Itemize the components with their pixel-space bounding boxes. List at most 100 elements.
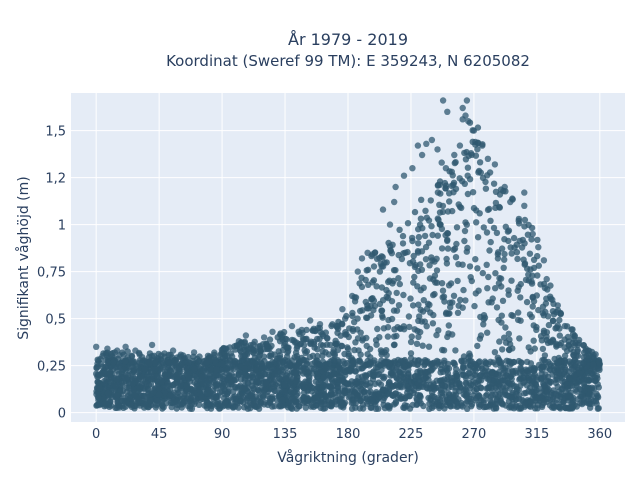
- data-point: [425, 239, 433, 246]
- y-axis-ticks: 0 0,25 0,5 0,75 1 1,2 1,5: [37, 125, 66, 422]
- data-point: [100, 350, 107, 357]
- data-point: [528, 236, 535, 243]
- data-point: [438, 377, 446, 384]
- data-point: [425, 343, 433, 350]
- data-point: [395, 302, 403, 309]
- data-point: [503, 383, 510, 390]
- data-point: [169, 347, 177, 354]
- data-point: [409, 165, 416, 172]
- data-point: [423, 305, 431, 312]
- data-point: [271, 351, 278, 358]
- data-point: [303, 335, 310, 342]
- data-point: [407, 338, 415, 346]
- data-point: [482, 403, 489, 411]
- data-point: [556, 316, 563, 324]
- data-point: [154, 373, 161, 380]
- data-point: [446, 198, 453, 205]
- data-point: [517, 405, 525, 412]
- data-point: [96, 385, 103, 392]
- data-point: [476, 210, 483, 217]
- data-point: [483, 261, 490, 268]
- data-point: [592, 398, 600, 405]
- data-point: [303, 348, 311, 355]
- data-point: [190, 349, 198, 356]
- data-point: [379, 206, 387, 213]
- data-point: [492, 270, 499, 277]
- data-point: [407, 295, 414, 302]
- data-point: [445, 330, 452, 337]
- data-point: [354, 268, 361, 275]
- data-point: [435, 327, 442, 334]
- data-point: [404, 220, 412, 227]
- data-point: [427, 197, 434, 204]
- data-point: [391, 198, 398, 206]
- data-point: [406, 323, 413, 331]
- data-point: [490, 359, 497, 366]
- data-point: [256, 352, 263, 359]
- data-point: [370, 263, 378, 270]
- data-point: [361, 362, 368, 370]
- data-point: [314, 397, 321, 404]
- data-point: [409, 302, 417, 309]
- data-point: [335, 363, 343, 370]
- data-point: [586, 352, 593, 359]
- data-point: [191, 365, 198, 372]
- data-point: [391, 326, 398, 333]
- data-point: [342, 329, 349, 336]
- data-point: [212, 357, 219, 364]
- data-point: [367, 404, 374, 411]
- data-point: [403, 393, 410, 400]
- data-point: [253, 403, 260, 410]
- data-point: [283, 336, 290, 343]
- data-point: [535, 244, 542, 251]
- data-point: [213, 366, 220, 373]
- data-point: [469, 364, 477, 371]
- y-tick-label: 1: [58, 219, 66, 234]
- data-point: [258, 375, 265, 382]
- data-point: [506, 358, 514, 365]
- data-point: [571, 372, 578, 379]
- data-point: [444, 245, 452, 252]
- data-point: [183, 371, 190, 378]
- data-point: [422, 256, 430, 263]
- data-point: [185, 353, 192, 361]
- data-point: [501, 256, 508, 263]
- data-point: [263, 379, 270, 387]
- data-point: [532, 389, 539, 396]
- data-point: [417, 369, 425, 376]
- data-point: [345, 350, 352, 358]
- data-point: [327, 402, 334, 409]
- data-point: [367, 312, 375, 319]
- data-point: [502, 324, 509, 331]
- data-point: [167, 372, 174, 379]
- data-point: [471, 302, 478, 310]
- data-point: [384, 324, 392, 331]
- data-point: [105, 399, 112, 406]
- data-point: [552, 379, 560, 387]
- x-tick-label: 225: [399, 427, 424, 442]
- data-point: [240, 352, 247, 360]
- data-point: [487, 217, 494, 224]
- data-point: [245, 345, 252, 353]
- data-point: [528, 313, 535, 321]
- data-point: [291, 368, 299, 376]
- data-point: [247, 392, 254, 399]
- data-point: [251, 338, 258, 345]
- data-point: [383, 286, 390, 294]
- data-point: [534, 272, 541, 279]
- data-point: [447, 400, 454, 407]
- data-point: [426, 405, 433, 412]
- data-point: [285, 347, 292, 355]
- data-point: [160, 404, 167, 411]
- data-point: [198, 373, 206, 380]
- data-point: [158, 378, 165, 385]
- data-point: [344, 380, 351, 388]
- data-point: [235, 404, 242, 411]
- data-point: [360, 394, 367, 402]
- data-point: [122, 343, 129, 350]
- data-point: [553, 396, 560, 403]
- data-point: [241, 375, 248, 382]
- data-point: [498, 312, 505, 319]
- data-point: [472, 152, 480, 159]
